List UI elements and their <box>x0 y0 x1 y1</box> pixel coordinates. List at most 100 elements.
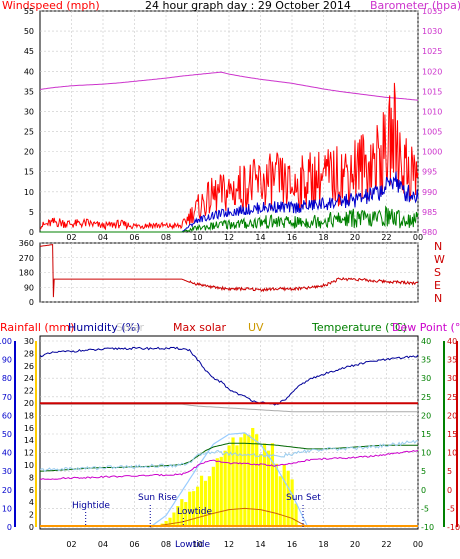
climate-x-tick: 12 <box>224 540 234 549</box>
solar-bar <box>172 512 176 527</box>
solar-bar <box>239 437 243 527</box>
temp-y-tick: 0 <box>421 486 426 495</box>
baro-y-tick: 1000 <box>422 148 442 157</box>
baro-y-tick: 1030 <box>422 27 442 36</box>
solar-bar <box>203 480 208 527</box>
temp-y-tick: -10 <box>421 523 434 532</box>
climate-x-tick: 06 <box>129 540 139 549</box>
humidity-line <box>39 346 419 406</box>
climate-x-tick: 20 <box>350 540 360 549</box>
solar-bar <box>294 503 298 527</box>
climate-x-tick: 08 <box>161 540 171 549</box>
solar-bar <box>259 454 263 527</box>
dir-label-s: S <box>434 266 441 279</box>
dew-y-tick: 30 <box>447 374 457 383</box>
solar-bar <box>231 437 235 527</box>
solar-bar <box>199 475 204 527</box>
sunrise-annotation: Sun Rise <box>138 493 177 503</box>
wind-y-tick: 5 <box>29 208 34 217</box>
temp-y-tick: 20 <box>421 411 431 420</box>
climate-x-tick: 10 <box>192 540 202 549</box>
dir-label-n-top: N <box>434 240 442 253</box>
hightide-annotation: Hightide <box>72 501 110 511</box>
dew-y-tick: 40 <box>447 337 457 346</box>
solar-bar <box>243 432 247 527</box>
wind-y-tick: 30 <box>24 107 34 116</box>
dir-y-tick: 90 <box>24 283 34 292</box>
rain-y-tick: 26 <box>24 362 34 371</box>
temp-y-tick: 35 <box>421 356 431 365</box>
solar-bar <box>188 491 192 527</box>
solar-bar <box>278 476 282 527</box>
rain-axis-label: Rainfall (mm) <box>0 321 74 334</box>
wind-x-tick: 08 <box>161 233 171 242</box>
wind-y-tick: 10 <box>24 188 34 197</box>
humidity-axis-label: Humidity (%) <box>68 321 140 334</box>
solar-bar <box>251 427 255 527</box>
solar-bar <box>192 491 196 527</box>
wind-y-tick: 40 <box>24 67 34 76</box>
rain-y-tick: 4 <box>29 498 34 507</box>
solar-bar <box>274 463 278 527</box>
baro-y-tick: 1005 <box>422 128 442 137</box>
wind-low-line <box>40 205 419 233</box>
solar-bar <box>164 520 168 527</box>
dewpoint-line <box>39 449 419 481</box>
wind-y-tick: 25 <box>24 128 34 137</box>
solar-bar <box>184 502 188 527</box>
solar-bar <box>247 434 251 527</box>
wind-y-tick: 15 <box>24 168 34 177</box>
baro-y-tick: 1025 <box>422 47 442 56</box>
temp-y-tick: -5 <box>421 504 429 513</box>
humidity-y-tick: 50 <box>2 430 12 439</box>
dew-y-tick: 0 <box>447 486 452 495</box>
lowtide-top-annotation: Lowtide <box>177 507 212 517</box>
dew-y-tick: 15 <box>447 430 457 439</box>
wind-x-tick: 06 <box>129 233 139 242</box>
solar-bar <box>211 466 215 527</box>
solar-bar <box>235 445 239 527</box>
dir-y-tick: 360 <box>19 239 34 248</box>
rainfall-baseline <box>40 525 418 527</box>
climate-panel <box>39 335 419 530</box>
temp-y-tick: 30 <box>421 374 431 383</box>
climate-x-tick: 16 <box>287 540 297 549</box>
solar-bar <box>176 505 180 527</box>
rain-y-tick: 10 <box>24 461 34 470</box>
baro-y-tick: 990 <box>422 188 437 197</box>
sunset-annotation: Sun Set <box>286 493 321 503</box>
temp-y-tick: 10 <box>421 449 431 458</box>
rain-y-tick: 24 <box>24 374 34 383</box>
wind-y-tick: 55 <box>24 7 34 16</box>
dir-label-n-bottom: N <box>434 292 442 305</box>
dir-y-tick: 180 <box>19 269 34 278</box>
solar-bar <box>207 476 212 527</box>
dew-y-tick: 5 <box>447 467 452 476</box>
dir-label-e: E <box>434 279 441 292</box>
wind-x-tick: 04 <box>98 233 108 242</box>
rain-y-tick: 16 <box>24 424 34 433</box>
barometer-line <box>39 71 419 101</box>
temp-y-tick: 15 <box>421 430 431 439</box>
rain-y-tick: 12 <box>24 449 34 458</box>
humidity-y-tick: 20 <box>2 486 12 495</box>
humidity-y-tick: 80 <box>2 374 12 383</box>
solar-bar <box>262 443 267 527</box>
wind-y-tick: 20 <box>24 148 34 157</box>
wind-x-tick: 00 <box>413 233 423 242</box>
baro-y-tick: 980 <box>422 228 437 237</box>
wind-x-tick: 18 <box>318 233 328 242</box>
dir-y-tick: 0 <box>29 298 34 307</box>
wind-y-tick: 0 <box>29 228 34 237</box>
temp-y-tick: 5 <box>421 467 426 476</box>
dew-y-tick: 20 <box>447 411 457 420</box>
climate-x-tick: 22 <box>381 540 391 549</box>
wind-x-tick: 10 <box>192 233 202 242</box>
wind-x-tick: 12 <box>224 233 234 242</box>
lowtide-bottom-annotation: Lowtide <box>175 540 210 550</box>
wind-direction-line <box>39 244 419 298</box>
climate-x-tick: 18 <box>318 540 328 549</box>
wind-x-tick: 16 <box>287 233 297 242</box>
